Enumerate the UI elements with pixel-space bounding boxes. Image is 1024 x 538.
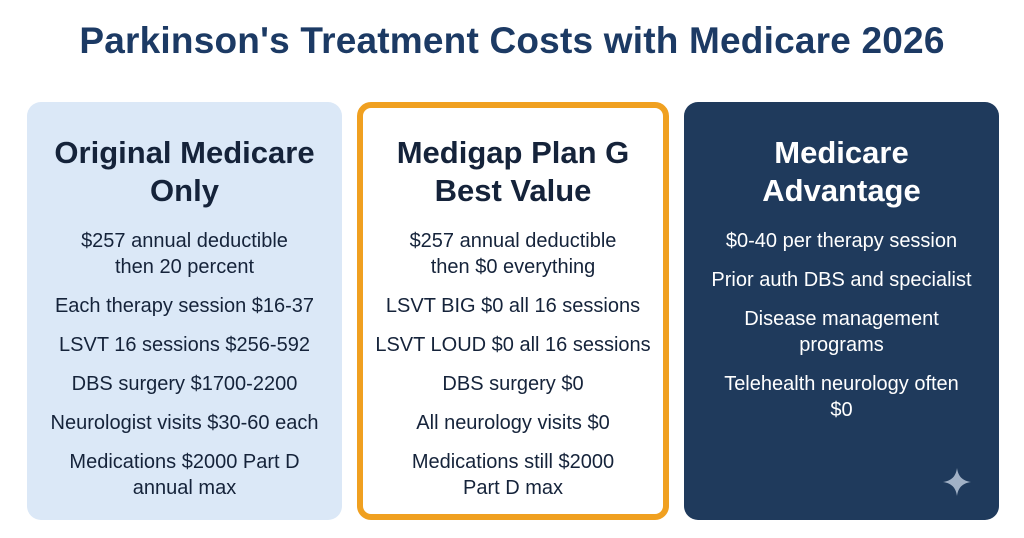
cost-item: Neurologist visits $30-60 each [27,410,342,436]
cost-item: Each therapy session $16-37 [27,293,342,319]
cost-item: LSVT BIG $0 all 16 sessions [363,293,663,319]
cost-item-line: DBS surgery $1700-2200 [71,373,298,395]
card-medigap-plan-g: Medigap Plan G Best Value $257 annual de… [357,102,669,520]
sparkle-icon [943,468,971,496]
cost-item: Disease management programs [684,306,999,358]
cost-item-line: LSVT LOUD $0 all 16 sessions [375,334,651,356]
page-title: Parkinson's Treatment Costs with Medicar… [79,20,945,61]
cost-item-line: Disease management [744,308,939,330]
cost-item-line: All neurology visits $0 [416,412,610,434]
cost-item: Medications $2000 Part D annual max [27,449,342,501]
cost-item: LSVT LOUD $0 all 16 sessions [363,332,663,358]
card-title-line: Best Value [434,173,592,208]
cost-item-line: LSVT BIG $0 all 16 sessions [385,295,641,317]
cost-item: $257 annual deductible then $0 everythin… [363,228,663,280]
cost-list: $257 annual deductible then $0 everythin… [363,228,663,514]
card-title-line: Advantage [762,173,921,208]
card-title-line: Only [150,173,219,208]
card-title-line: Medigap Plan G [396,135,630,170]
cost-item: $257 annual deductible then 20 percent [27,228,342,280]
card-title: Original Medicare Only [27,134,342,210]
card-medicare-advantage: Medicare Advantage $0-40 per therapy ses… [684,102,999,520]
cost-item: DBS surgery $1700-2200 [27,371,342,397]
cost-item-line: Telehealth neurology often [724,373,959,395]
cost-item-line: $0-40 per therapy session [725,230,958,252]
cost-item-line: Neurologist visits $30-60 each [50,412,319,434]
cost-item: DBS surgery $0 [363,371,663,397]
cost-item-line: then $0 everything [430,256,596,278]
cost-item-line: LSVT 16 sessions $256-592 [59,334,310,356]
cost-item-line: annual max [132,477,237,499]
cost-item-line: then 20 percent [115,256,254,278]
cost-item-line: $257 annual deductible [409,230,617,252]
cost-item-line: Medications $2000 Part D [69,451,300,473]
cost-list: $257 annual deductible then 20 percent E… [27,228,342,514]
cost-item: Medications still $2000 Part D max [363,449,663,501]
cost-item: $0-40 per therapy session [684,228,999,254]
card-original-medicare: Original Medicare Only $257 annual deduc… [27,102,342,520]
card-title: Medigap Plan G Best Value [363,134,663,210]
cost-item-line: Part D max [462,477,564,499]
cost-item-line: DBS surgery $0 [442,373,584,395]
card-title: Medicare Advantage [684,134,999,210]
cost-item-line: Prior auth DBS and specialist [711,269,972,291]
card-title-line: Original Medicare [54,135,315,170]
cost-item-line: programs [799,334,884,356]
cost-item-line: Medications still $2000 [411,451,615,473]
card-title-line: Medicare [774,135,909,170]
cost-item-line: $257 annual deductible [81,230,288,252]
cost-item: All neurology visits $0 [363,410,663,436]
cost-item: Prior auth DBS and specialist [684,267,999,293]
cost-item-line: $0 [830,399,853,421]
cost-item: Telehealth neurology often $0 [684,371,999,423]
cost-list: $0-40 per therapy session Prior auth DBS… [684,228,999,436]
cost-item-line: Each therapy session $16-37 [54,295,315,317]
cost-item: LSVT 16 sessions $256-592 [27,332,342,358]
